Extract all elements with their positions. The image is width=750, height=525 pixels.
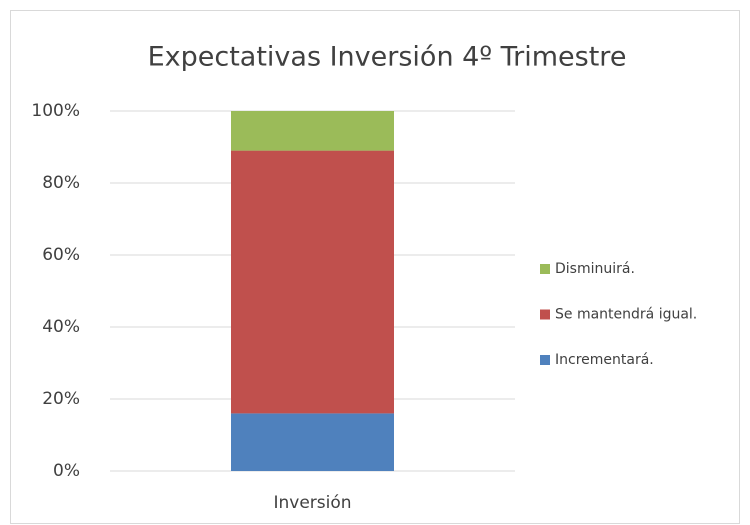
y-tick-label: 100% xyxy=(31,101,80,121)
bar-segment xyxy=(231,413,394,471)
y-tick-label: 20% xyxy=(42,389,80,409)
bar-segment xyxy=(231,150,394,414)
y-tick-label: 60% xyxy=(42,245,80,265)
bar-segment xyxy=(231,111,394,151)
legend-label: Disminuirá. xyxy=(555,261,635,277)
legend-swatch xyxy=(540,264,550,274)
y-tick-label: 0% xyxy=(53,461,80,481)
legend-swatch xyxy=(540,309,550,320)
legend-swatch xyxy=(540,355,550,365)
y-tick-label: 40% xyxy=(42,317,80,337)
y-tick-label: 80% xyxy=(42,173,80,193)
legend-label: Se mantendrá igual. xyxy=(555,307,697,323)
legend-label: Incrementará. xyxy=(555,352,654,368)
x-tick-label: Inversión xyxy=(273,493,351,513)
chart-title: Expectativas Inversión 4º Trimestre xyxy=(148,42,627,73)
